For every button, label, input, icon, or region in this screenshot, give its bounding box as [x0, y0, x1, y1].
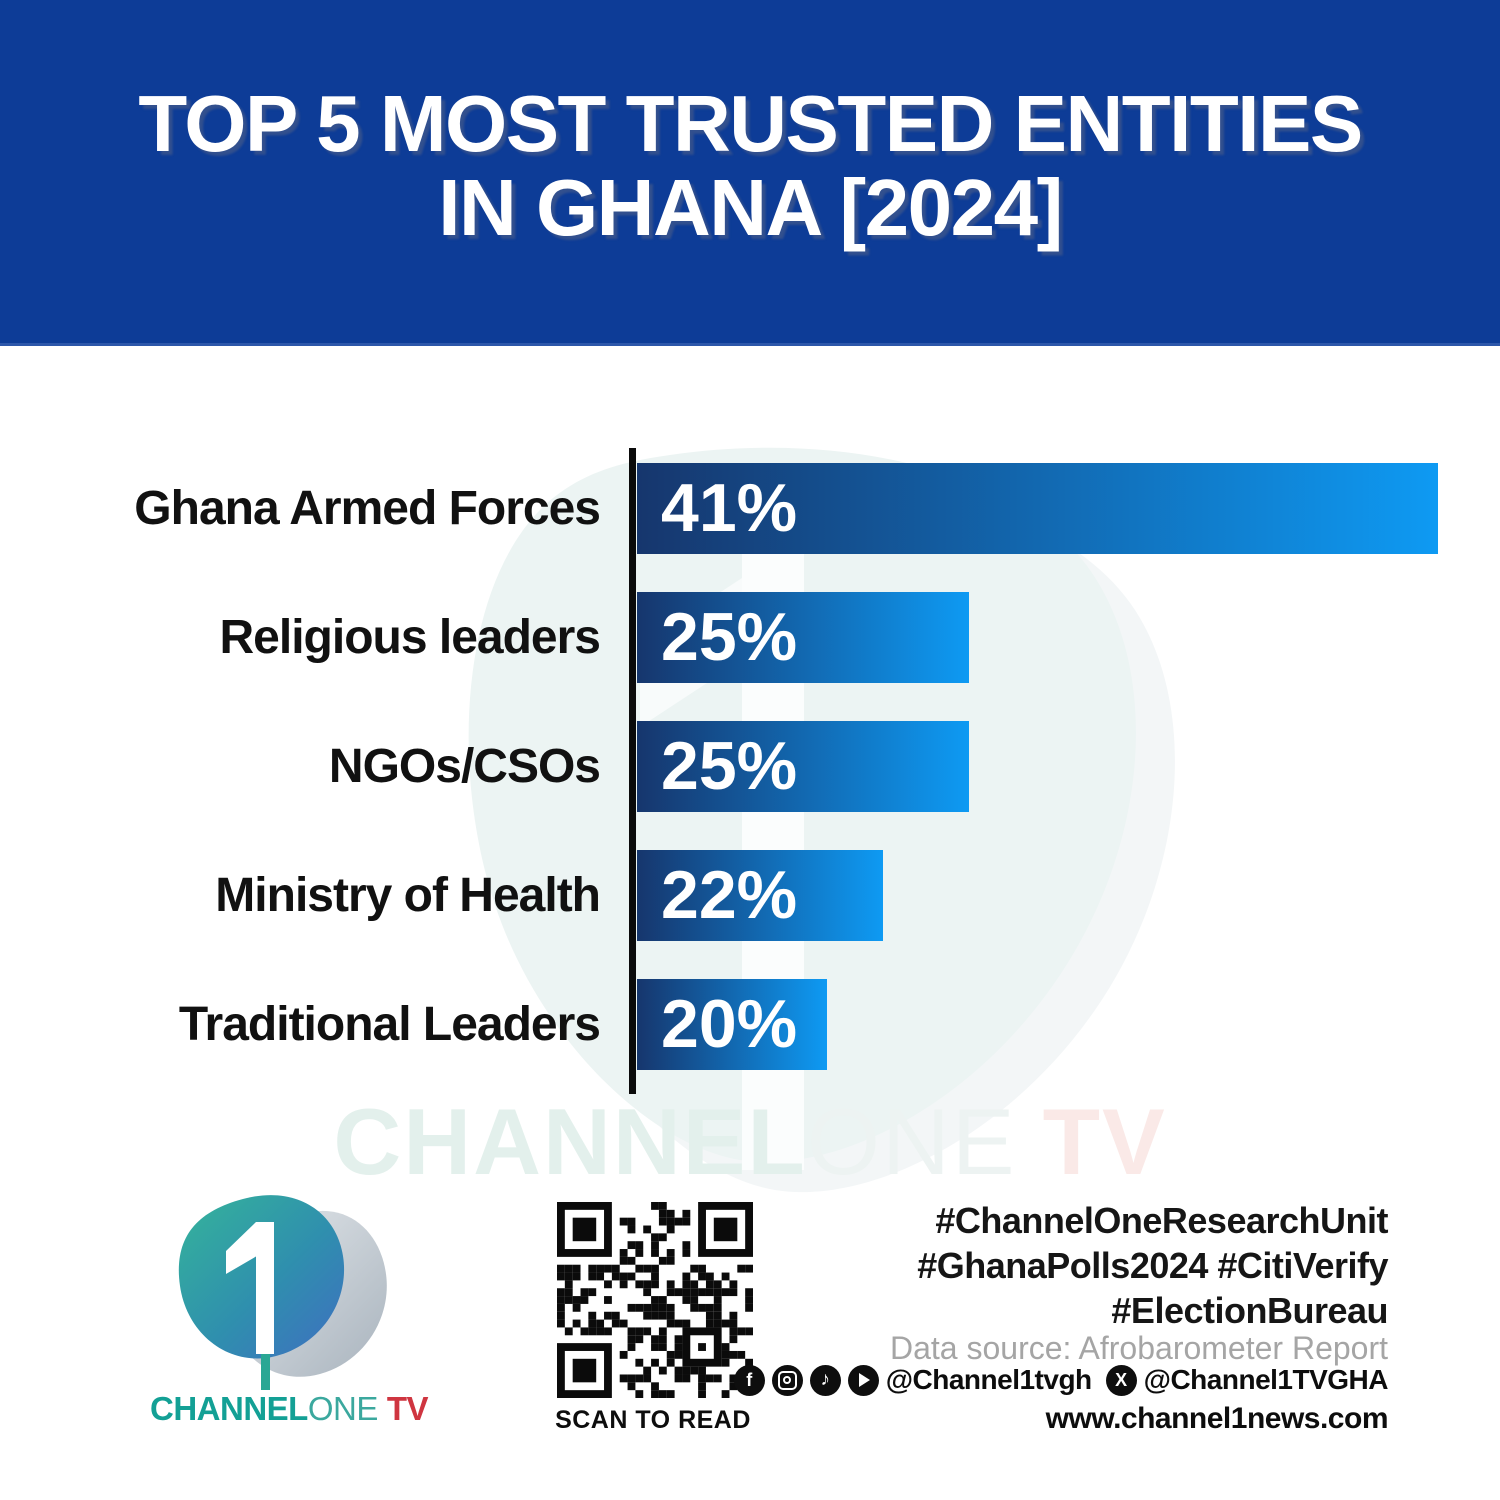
header-banner: TOP 5 MOST TRUSTED ENTITIES IN GHANA [20… — [0, 0, 1500, 346]
logo-one: ONE — [307, 1390, 379, 1427]
logo-tv: TV — [386, 1390, 429, 1427]
category-label: Traditional Leaders — [178, 998, 601, 1051]
watermark-one: ONE — [806, 1089, 1017, 1194]
chart-bar: 25% — [637, 721, 969, 812]
x-twitter-icon: X — [1105, 1364, 1137, 1396]
youtube-icon — [847, 1364, 879, 1396]
hashtag-line: #ChannelOneResearchUnit — [935, 1200, 1388, 1241]
chart-bar: 20% — [637, 979, 827, 1070]
chart-axis-line — [629, 448, 636, 1094]
tiktok-icon: ♪ — [809, 1364, 841, 1396]
page-title: TOP 5 MOST TRUSTED ENTITIES IN GHANA [20… — [0, 82, 1500, 250]
logo-one-stem — [256, 1222, 274, 1354]
chart-bar: 22% — [637, 850, 883, 941]
logo-one-tail — [261, 1354, 270, 1390]
watermark-tv: TV — [1042, 1089, 1167, 1194]
chart-bar: 41% — [637, 463, 1438, 554]
instagram-icon — [771, 1364, 803, 1396]
watermark-wordmark: CHANNELONE TV — [0, 1088, 1500, 1196]
social-row: f ♪ @Channel1tvgh X @Channel1TVGHA — [733, 1364, 1389, 1396]
logo-channel: CHANNEL — [150, 1390, 308, 1427]
category-label: NGOs/CSOs — [328, 740, 601, 793]
title-line-2: IN GHANA [2024] — [438, 163, 1063, 252]
channel-one-logo-icon — [178, 1195, 387, 1390]
category-label: Religious leaders — [219, 611, 601, 664]
social-handle-main: @Channel1tvgh — [885, 1364, 1092, 1395]
bar-value-label: 22% — [661, 857, 798, 933]
chart-bar: 25% — [637, 592, 969, 683]
title-line-1: TOP 5 MOST TRUSTED ENTITIES — [138, 79, 1363, 168]
category-label: Ghana Armed Forces — [134, 482, 601, 535]
facebook-icon: f — [733, 1364, 765, 1396]
hashtags-block: #ChannelOneResearchUnit #GhanaPolls2024 #… — [788, 1198, 1388, 1333]
bar-value-label: 25% — [661, 599, 798, 675]
bar-value-label: 20% — [661, 986, 798, 1062]
website-url: www.channel1news.com — [1045, 1402, 1389, 1435]
bar-value-label: 41% — [661, 470, 798, 546]
hashtag-line: #ElectionBureau — [1111, 1290, 1388, 1331]
channel-one-wordmark: CHANNELONE TV — [150, 1390, 570, 1428]
data-source-text: Data source: Afrobarometer Report — [889, 1330, 1388, 1366]
category-label: Ministry of Health — [215, 869, 601, 922]
bar-value-label: 25% — [661, 728, 798, 804]
qr-code — [557, 1202, 753, 1398]
hashtag-line: #GhanaPolls2024 #CitiVerify — [917, 1245, 1388, 1286]
qr-caption: SCAN TO READ — [555, 1406, 751, 1434]
social-handle-x: @Channel1TVGHA — [1143, 1364, 1389, 1395]
watermark-channel: CHANNEL — [333, 1089, 807, 1194]
